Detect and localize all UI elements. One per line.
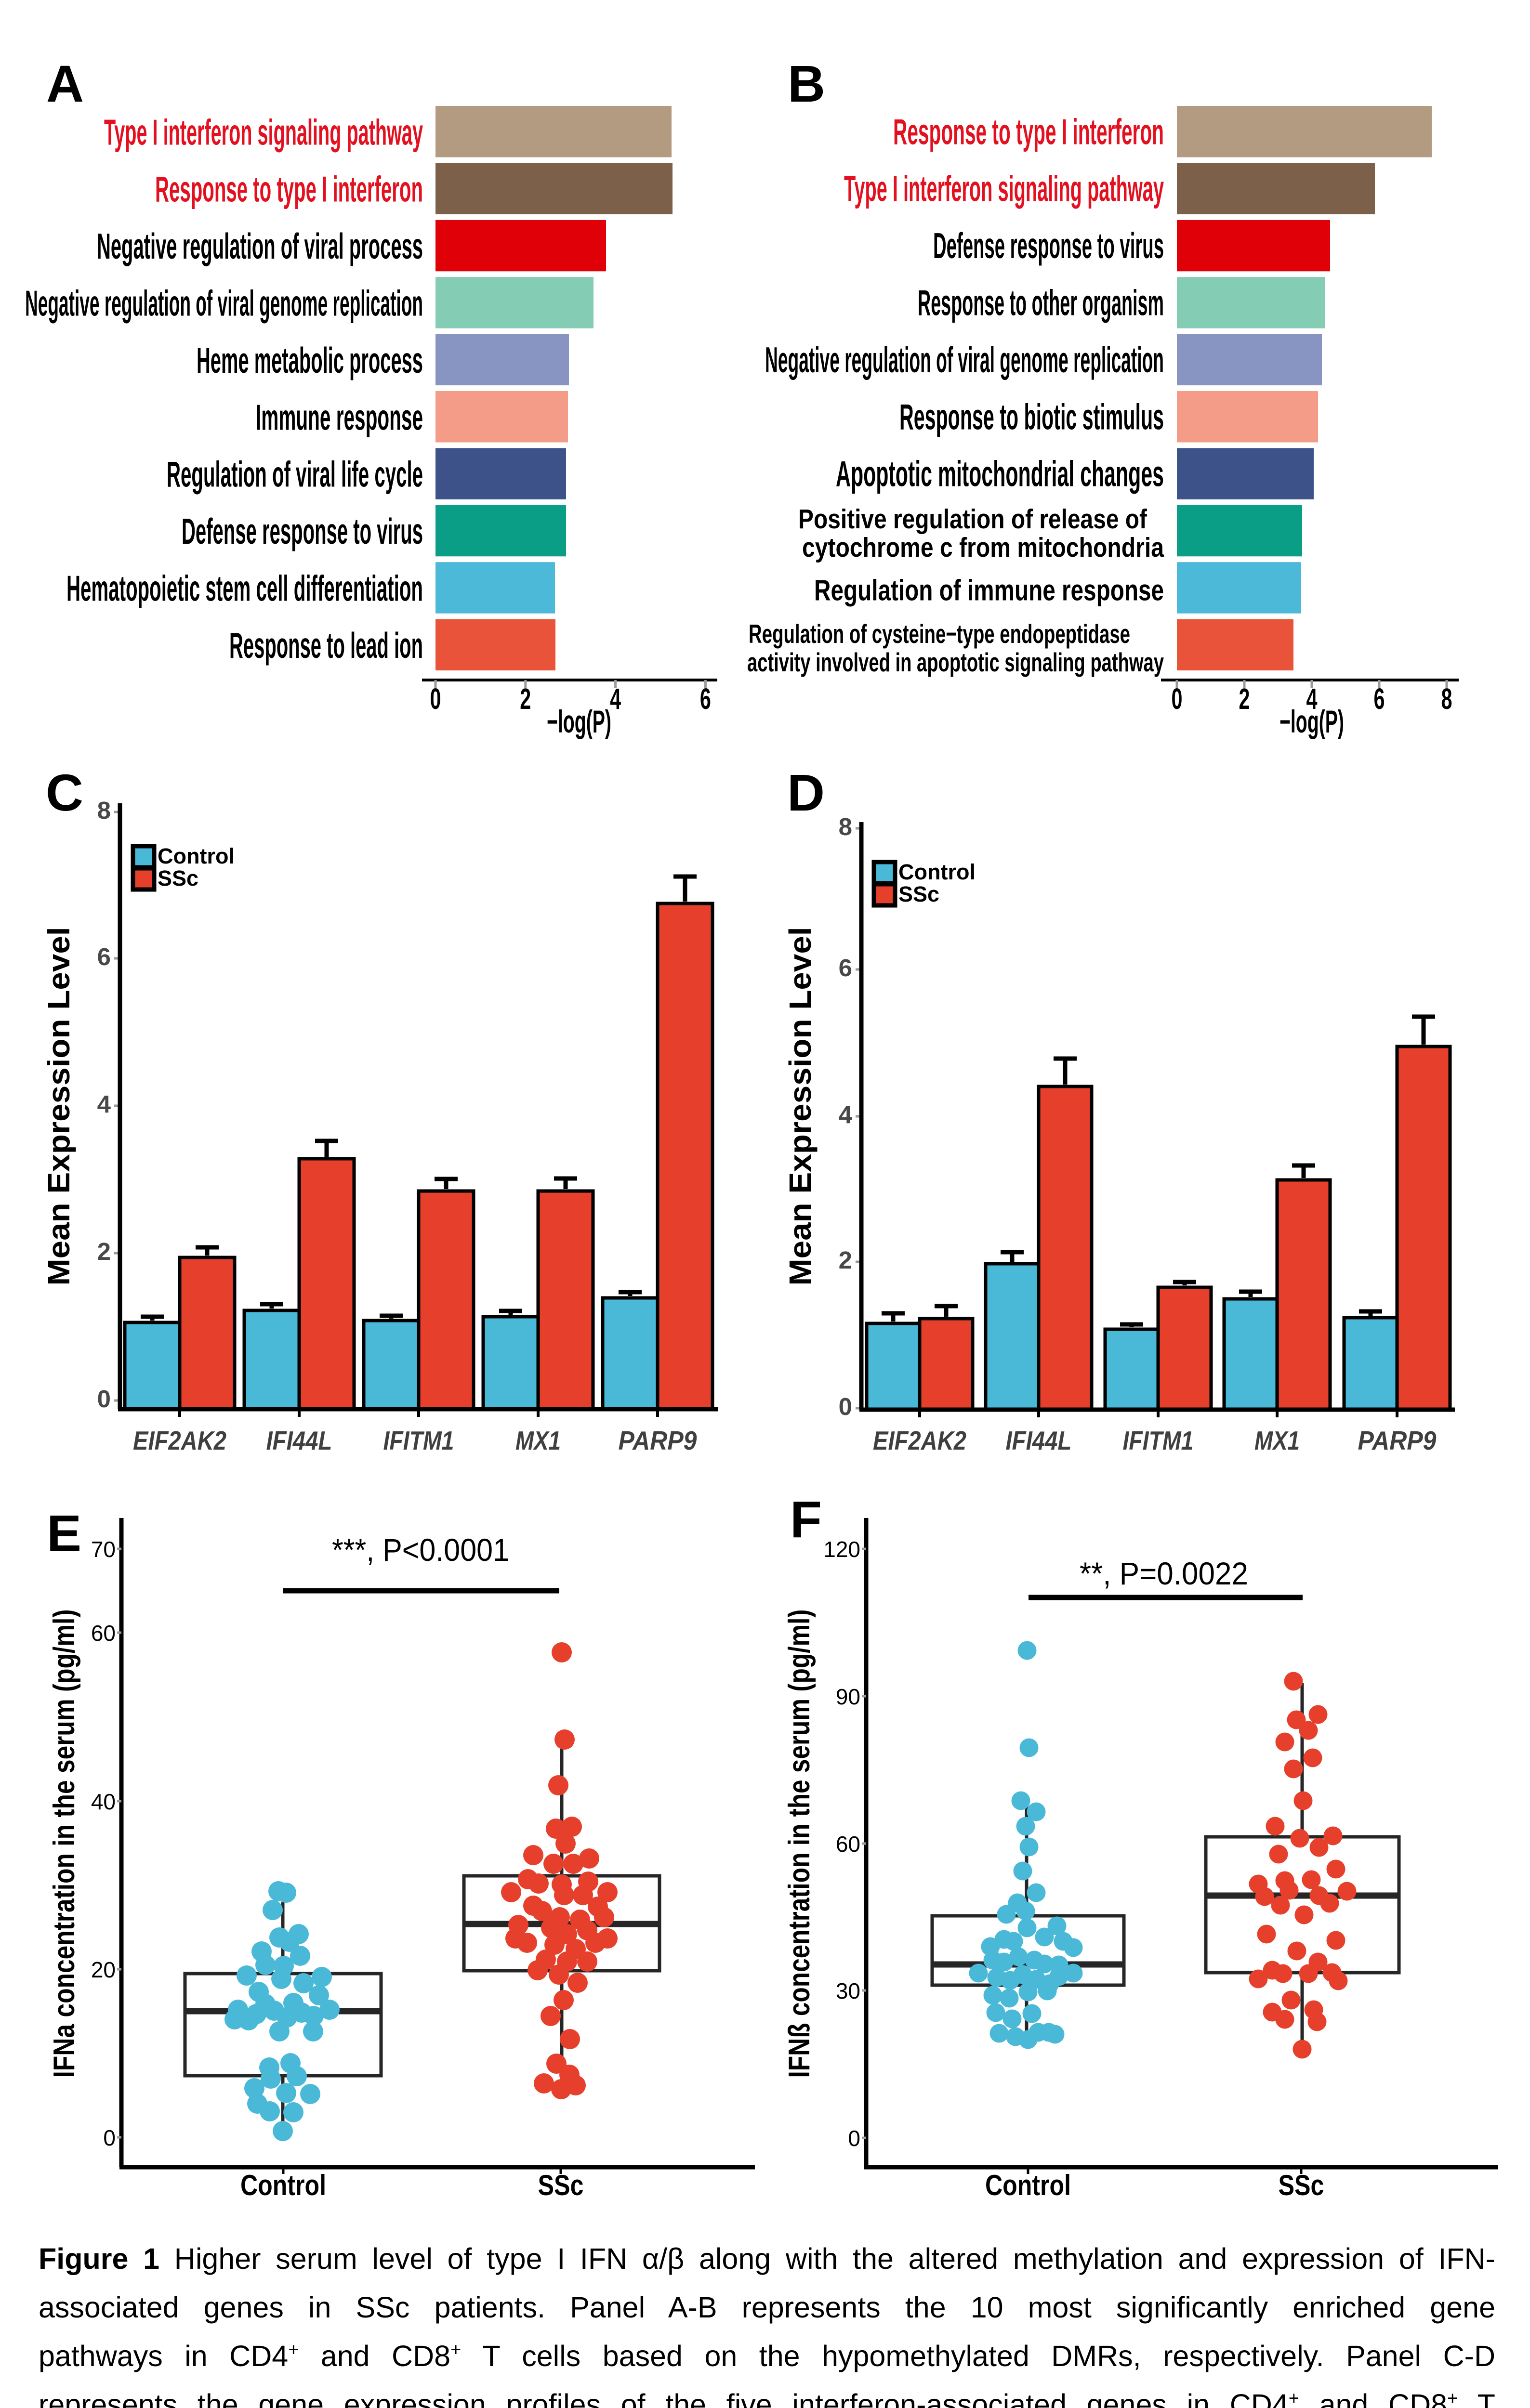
svg-text:0: 0 [839, 1393, 852, 1420]
svg-text:Defense response to virus: Defense response to virus [933, 225, 1164, 266]
svg-text:IFNß concentration in the seru: IFNß concentration in the serum (pg/ml) [783, 1610, 816, 2078]
svg-text:IFI44L: IFI44L [1006, 1426, 1072, 1455]
svg-text:IFITM1: IFITM1 [383, 1426, 454, 1455]
svg-text:F: F [790, 1490, 822, 1548]
svg-text:0: 0 [430, 682, 441, 715]
svg-text:Type I interferon signaling pa: Type I interferon signaling pathway [104, 112, 423, 152]
svg-text:40: 40 [91, 1789, 116, 1814]
svg-text:PARP9: PARP9 [619, 1426, 697, 1455]
svg-text:20: 20 [91, 1957, 116, 1982]
svg-text:120: 120 [823, 1537, 860, 1562]
svg-text:Regulation of cysteine−type en: Regulation of cysteine−type endopeptidas… [749, 619, 1130, 649]
svg-text:30: 30 [836, 1978, 860, 2003]
svg-text:cytochrome c from mitochondria: cytochrome c from mitochondria [802, 532, 1164, 563]
svg-text:4: 4 [1306, 682, 1318, 715]
svg-text:Response to type I interferon: Response to type I interferon [155, 169, 423, 209]
svg-text:6: 6 [839, 954, 852, 982]
svg-text:Response to biotic stimulus: Response to biotic stimulus [899, 396, 1164, 437]
svg-text:Heme metabolic process: Heme metabolic process [197, 340, 423, 380]
svg-text:4: 4 [610, 682, 621, 715]
svg-text:Hematopoietic stem cell differ: Hematopoietic stem cell differentiation [66, 568, 423, 608]
svg-text:D: D [787, 763, 825, 822]
svg-text:Control: Control [158, 844, 235, 868]
svg-text:Control: Control [898, 860, 976, 884]
svg-text:6: 6 [97, 943, 111, 970]
svg-text:Negative regulation of viral p: Negative regulation of viral process [97, 226, 423, 266]
svg-text:4: 4 [97, 1090, 111, 1118]
svg-text:SSc: SSc [538, 2169, 584, 2201]
svg-text:6: 6 [1374, 682, 1385, 715]
svg-text:8: 8 [1441, 682, 1452, 715]
svg-text:70: 70 [91, 1537, 116, 1562]
svg-text:Negative regulation of viral g: Negative regulation of viral genome repl… [765, 340, 1164, 380]
svg-text:SSc: SSc [1279, 2169, 1324, 2201]
svg-text:0: 0 [103, 2125, 116, 2150]
svg-text:IFNa concentration in the seru: IFNa concentration in the serum (pg/ml) [48, 1610, 81, 2078]
svg-text:Negative regulation of viral g: Negative regulation of viral genome repl… [25, 283, 423, 323]
svg-text:**, P=0.0022: **, P=0.0022 [1080, 1556, 1248, 1591]
svg-text:2: 2 [520, 682, 531, 715]
svg-text:Type I interferon signaling pa: Type I interferon signaling pathway [844, 169, 1164, 209]
svg-text:8: 8 [97, 797, 111, 824]
svg-text:−log(P): −log(P) [1279, 704, 1344, 739]
svg-text:Apoptotic mitochondrial change: Apoptotic mitochondrial changes [836, 454, 1164, 494]
svg-text:8: 8 [839, 813, 852, 840]
svg-text:MX1: MX1 [1254, 1426, 1300, 1455]
svg-text:C: C [46, 763, 83, 822]
svg-text:Positive regulation of release: Positive regulation of release of [798, 504, 1148, 535]
svg-text:activity involved in apoptotic: activity involved in apoptotic signaling… [747, 647, 1164, 677]
svg-text:Regulation of viral life cycle: Regulation of viral life cycle [167, 454, 423, 495]
svg-text:Response to type I interferon: Response to type I interferon [893, 111, 1164, 152]
svg-text:Control: Control [985, 2169, 1071, 2201]
svg-text:Defense response to virus: Defense response to virus [182, 511, 423, 551]
svg-text:EIF2AK2: EIF2AK2 [873, 1426, 966, 1455]
svg-text:PARP9: PARP9 [1358, 1426, 1437, 1455]
svg-text:60: 60 [91, 1621, 116, 1646]
svg-text:Control: Control [240, 2169, 326, 2201]
svg-text:EIF2AK2: EIF2AK2 [133, 1426, 226, 1455]
svg-text:Immune response: Immune response [256, 397, 423, 437]
svg-text:SSc: SSc [898, 882, 939, 906]
svg-text:0: 0 [848, 2126, 860, 2151]
svg-text:6: 6 [700, 682, 711, 715]
svg-text:4: 4 [839, 1101, 853, 1128]
svg-text:0: 0 [97, 1385, 111, 1413]
svg-text:90: 90 [836, 1684, 860, 1709]
svg-text:Response to lead ion: Response to lead ion [229, 625, 423, 666]
svg-text:0: 0 [1172, 682, 1183, 715]
svg-text:Mean Expression Level: Mean Expression Level [783, 927, 818, 1286]
svg-text:IFITM1: IFITM1 [1123, 1426, 1194, 1455]
svg-text:−log(P): −log(P) [547, 704, 611, 739]
svg-text:2: 2 [839, 1246, 852, 1274]
svg-text:SSc: SSc [158, 866, 198, 890]
svg-text:A: A [46, 54, 84, 113]
svg-text:B: B [788, 54, 825, 113]
svg-text:Regulation of immune response: Regulation of immune response [814, 574, 1164, 606]
svg-text:2: 2 [1239, 682, 1250, 715]
svg-text:IFI44L: IFI44L [266, 1426, 332, 1455]
svg-text:MX1: MX1 [515, 1426, 561, 1455]
svg-text:Response to other organism: Response to other organism [918, 282, 1164, 323]
svg-text:E: E [47, 1504, 81, 1562]
svg-text:***, P<0.0001: ***, P<0.0001 [332, 1532, 509, 1568]
svg-text:Mean Expression Level: Mean Expression Level [41, 927, 76, 1286]
svg-text:60: 60 [836, 1832, 860, 1857]
svg-text:2: 2 [97, 1238, 111, 1265]
